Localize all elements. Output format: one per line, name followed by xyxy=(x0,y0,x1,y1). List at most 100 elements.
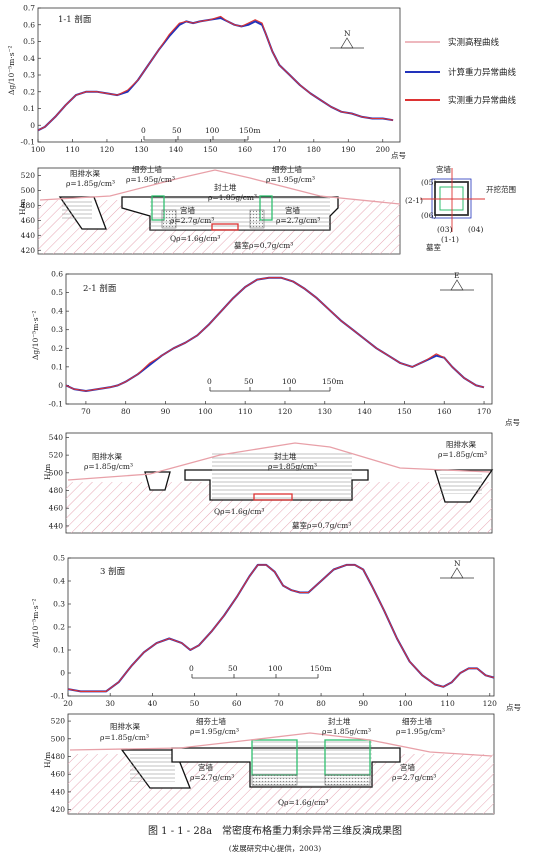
label-palace-wall-density: ρ=2.7g/cm³ xyxy=(392,773,436,782)
scale-tick-label: 100 xyxy=(268,664,283,673)
x-tick-label: 170 xyxy=(272,145,287,154)
label-tomb: 墓室ρ=0.7g/cm³ xyxy=(234,240,293,250)
label-tomb: 墓室ρ=0.7g/cm³ xyxy=(292,520,351,530)
label-drain: 阻排水渠 xyxy=(110,721,140,731)
y-axis-ticks: -0.1 0 0.1 0.2 0.3 0.4 0.5 0.6 xyxy=(49,270,69,409)
x-tick-label: 140 xyxy=(169,145,184,154)
x-axis-ticks: 20 30 40 50 60 70 80 90 100 110 120 xyxy=(63,693,497,708)
inset-tag: (03) xyxy=(437,225,452,234)
north-arrow: N xyxy=(440,559,474,579)
palace-wall-right xyxy=(324,774,371,786)
x-tick-label: 180 xyxy=(307,145,322,154)
x-tick-label: 30 xyxy=(105,699,115,708)
y-tick-label: 480 xyxy=(21,201,36,210)
legend-label-elevation: 实测高程曲线 xyxy=(448,37,500,48)
y-axis-label: Δg/10⁻⁵m·s⁻² xyxy=(7,45,16,95)
drain-channel-left xyxy=(144,471,171,491)
x-tick-label: 190 xyxy=(341,145,356,154)
y-axis-label: H/m xyxy=(18,199,27,215)
inset-tag: (05) xyxy=(421,178,436,187)
label-mound-density: ρ=1.85g/cm³ xyxy=(208,193,257,202)
figure-source: (发展研究中心提供，2003) xyxy=(229,843,322,853)
plot-frame xyxy=(67,557,495,697)
y-axis-label: H/m xyxy=(43,752,52,768)
y-tick-label: -0.1 xyxy=(21,138,35,147)
chart-title: 2-1 剖面 xyxy=(83,283,117,294)
x-tick-label: 90 xyxy=(358,699,368,708)
x-tick-label: 90 xyxy=(161,407,171,416)
x-tick-label: 160 xyxy=(238,145,253,154)
label-palace-wall: 宫墙 xyxy=(180,205,195,215)
x-tick-label: 70 xyxy=(274,699,284,708)
label-q: Qρ=1.6g/cm³ xyxy=(214,507,264,516)
x-tick-label: 200 xyxy=(376,145,391,154)
label-drain-density: ρ=1.85g/cm³ xyxy=(438,450,487,459)
x-tick-label: 70 xyxy=(81,407,91,416)
scale-tick-label: 50 xyxy=(172,126,182,135)
y-tick-label: 540 xyxy=(49,433,64,442)
measured-gravity-line xyxy=(37,15,394,131)
tomb-chamber xyxy=(211,223,239,231)
series-lines xyxy=(65,276,485,392)
scale-tick-label: 0 xyxy=(189,664,194,673)
x-tick-label: 140 xyxy=(357,407,372,416)
x-axis-ticks: 100 110 120 130 140 150 160 170 180 190 200 xyxy=(31,139,390,154)
y-tick-label: 420 xyxy=(21,246,36,255)
label-palace-wall: 宫墙 xyxy=(198,762,213,772)
x-tick-label: 110 xyxy=(238,407,253,416)
y-axis-label: H/m xyxy=(43,464,52,480)
direction-label: N xyxy=(454,559,461,568)
scale-tick-label: 100 xyxy=(205,126,220,135)
y-tick-label: -0.1 xyxy=(51,692,65,701)
y-tick-label: 500 xyxy=(49,468,64,477)
y-tick-label: 0.7 xyxy=(23,4,35,13)
y-tick-label: 500 xyxy=(21,186,36,195)
y-tick-label: 520 xyxy=(51,717,66,726)
scale-tick-label: 150m xyxy=(239,126,260,135)
x-tick-label: 80 xyxy=(121,407,131,416)
y-tick-label: 0.5 xyxy=(53,554,65,563)
x-tick-label: 130 xyxy=(318,407,333,416)
scale-tick-label: 0 xyxy=(141,126,146,135)
y-tick-label: 0.1 xyxy=(53,646,65,655)
label-rammed-wall: 细夯土墙 xyxy=(132,164,162,174)
direction-label: N xyxy=(344,29,351,38)
label-rammed-density: ρ=1.95g/cm³ xyxy=(396,727,445,736)
mound-fill xyxy=(150,198,330,230)
figure-caption: 图 1 - 1 - 28a 常密度布格重力剩余异常三维反演成果图 xyxy=(148,824,402,837)
inset-label: 开挖范围 xyxy=(486,184,516,194)
elevation-profile xyxy=(39,169,401,205)
profile-1-1-chart: -0.100.10.20.30.40.50.60.7 100 110 120 130 1… xyxy=(7,4,406,161)
y-tick-label: 0.6 xyxy=(23,20,35,29)
y-axis-ticks: -0.1 0 0.1 0.2 0.3 0.4 0.5 0.6 0.7 xyxy=(21,4,41,147)
scale-bar: 0 50 100 150m xyxy=(207,377,343,392)
y-tick-label: 520 xyxy=(49,451,64,460)
profile-3-chart: -0.1 0 0.1 0.2 0.3 0.4 0.5 20 30 40 50 60 70 80 90 100… xyxy=(31,554,521,713)
y-tick-label: 0.2 xyxy=(23,87,35,96)
x-tick-label: 100 xyxy=(398,699,413,708)
computed-gravity-line xyxy=(37,17,394,132)
direction-label: E xyxy=(454,271,459,280)
x-tick-label: 50 xyxy=(190,699,200,708)
y-tick-label: 0.5 xyxy=(51,288,63,297)
y-tick-label: 0 xyxy=(58,381,63,390)
x-tick-label: 110 xyxy=(65,145,80,154)
y-axis-ticks: 520 500 480 460 440 420 xyxy=(21,171,41,255)
x-axis-label: 点号 xyxy=(506,703,521,712)
y-tick-label: 420 xyxy=(51,805,66,814)
inset-label: 宫墙 xyxy=(436,164,451,174)
x-tick-label: 80 xyxy=(316,699,326,708)
inset-tag: (2-1) xyxy=(405,196,423,205)
scale-tick-label: 150m xyxy=(322,377,343,386)
label-mound: 封土堆 xyxy=(328,716,351,726)
plot-frame xyxy=(65,273,493,405)
label-rammed-wall: 细夯土墙 xyxy=(272,164,302,174)
scale-tick-label: 50 xyxy=(228,664,238,673)
label-drain-density: ρ=1.85g/cm³ xyxy=(66,179,115,188)
x-tick-label: 120 xyxy=(483,699,498,708)
rammed-wall-left xyxy=(151,195,165,221)
x-tick-label: 120 xyxy=(100,145,115,154)
inset-tag: (04) xyxy=(468,225,483,234)
